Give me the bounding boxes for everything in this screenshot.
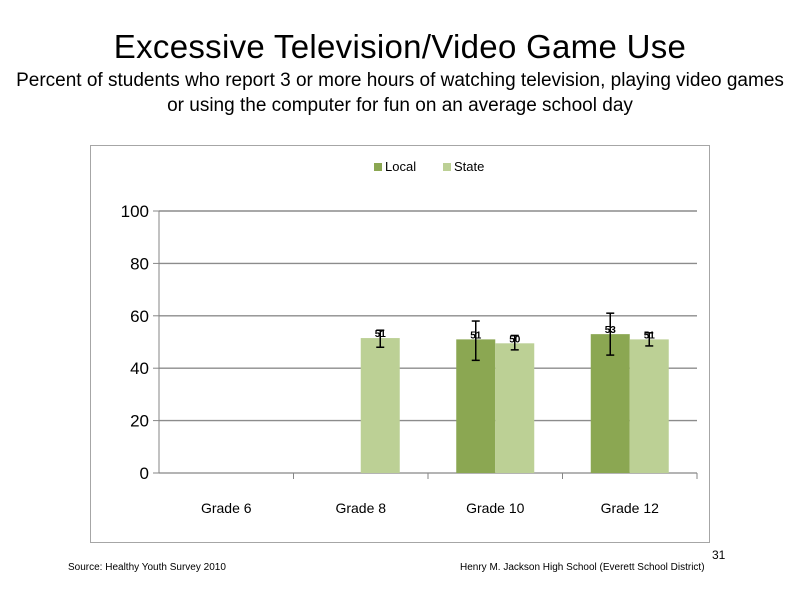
data-label: 51 <box>375 329 387 340</box>
legend-label-local: Local <box>385 159 416 174</box>
source-note: Source: Healthy Youth Survey 2010 <box>68 562 226 573</box>
y-tick-label: 80 <box>130 254 149 273</box>
bar-state <box>495 343 535 473</box>
legend-swatch-state <box>443 163 451 171</box>
bar-state <box>629 339 669 473</box>
chart-frame: 0 20 40 60 80 100 Grade 6 Grade 8 51 Grade 10 51 50… <box>90 145 710 543</box>
x-tick-label: Grade 8 <box>335 500 386 516</box>
slide-subtitle: Percent of students who report 3 or more… <box>16 70 784 116</box>
y-tick-label: 20 <box>130 412 149 431</box>
legend-swatch-local <box>374 163 382 171</box>
bar-chart: 0 20 40 60 80 100 Grade 6 Grade 8 51 Grade 10 51 50… <box>121 159 698 516</box>
data-label: 51 <box>470 330 482 341</box>
school-name: Henry M. Jackson High School (Everett Sc… <box>460 562 705 573</box>
bar-local <box>456 339 496 473</box>
y-tick-label: 60 <box>130 307 149 326</box>
legend-label-state: State <box>454 159 484 174</box>
data-label: 53 <box>605 325 617 336</box>
y-tick-label: 0 <box>140 464 149 483</box>
page-number: 31 <box>712 548 726 562</box>
x-tick-label: Grade 6 <box>201 500 252 516</box>
data-label: 51 <box>644 330 656 341</box>
x-tick-label: Grade 10 <box>466 500 525 516</box>
bar-state <box>360 338 400 473</box>
bar-local <box>590 334 630 473</box>
slide-title: Excessive Television/Video Game Use <box>113 28 687 65</box>
data-label: 50 <box>509 334 521 345</box>
y-tick-label: 40 <box>130 359 149 378</box>
y-tick-label: 100 <box>121 202 149 221</box>
x-tick-label: Grade 12 <box>601 500 660 516</box>
